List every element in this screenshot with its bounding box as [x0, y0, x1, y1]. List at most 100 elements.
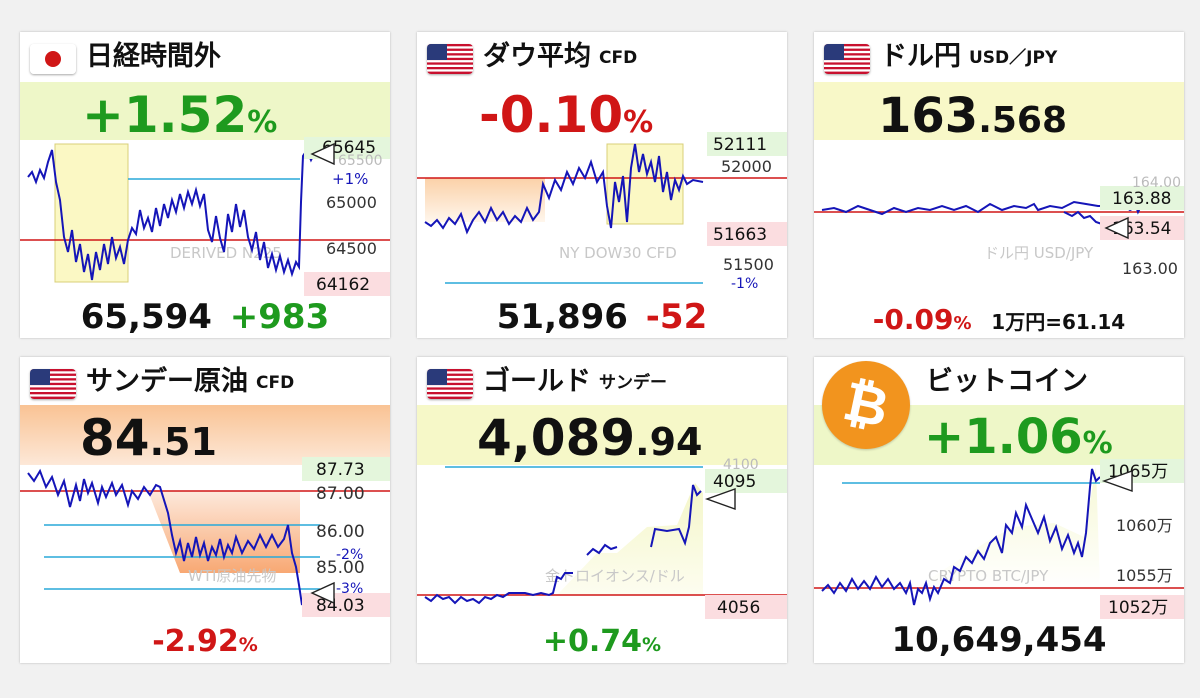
card-btc[interactable]: CRYPTO BTC/JPY 1065万 1060万 1055万 1052万 ₿… — [814, 357, 1184, 663]
usdjpy-watermark: ドル円 USD/JPY — [984, 244, 1094, 262]
oil-price-int: 84 — [80, 409, 150, 467]
gold-title: ゴールド サンデー — [483, 361, 667, 404]
dow-change: -52 — [645, 297, 708, 337]
gold-watermark: 金トロイオンス/ドル — [545, 567, 685, 585]
btc-axis-bottom: 1052万 — [1108, 598, 1168, 618]
dow-title: ダウ平均 CFD — [483, 36, 637, 79]
card-gold[interactable]: 金トロイオンス/ドル 4100 4095 4056 ゴールド サンデー 4,089… — [417, 357, 787, 663]
oil-axis-bottom: 84.03 — [316, 596, 365, 616]
card-oil[interactable]: WTI原油先物 87.73 87.00 86.00 -2% 85.00 -3% … — [20, 357, 390, 663]
us-flag-icon — [824, 44, 870, 74]
dow-axis-bottom-tag — [707, 222, 787, 246]
oil-header: サンデー原油 CFD — [20, 357, 390, 407]
dow-axis-top-tag — [707, 132, 787, 156]
card-dow[interactable]: NY DOW30 CFD 52111 52000 51663 51500 -1%… — [417, 32, 787, 338]
btc-change-pct: +1.06% — [924, 413, 1113, 461]
nikkei-title: 日経時間外 — [86, 41, 221, 72]
usdjpy-value-band — [814, 82, 1184, 140]
dow-chart: NY DOW30 CFD 52111 52000 51663 51500 -1% — [417, 132, 787, 292]
oil-axis-top-tag — [302, 457, 390, 481]
dow-price: 51,896 — [496, 297, 628, 337]
nikkei-change-pct-value: +1.52 — [82, 86, 248, 144]
btc-axis-l1: 1060万 — [1116, 516, 1173, 535]
oil-axis-bottom-tag — [302, 593, 390, 617]
btc-price-line — [821, 468, 1101, 606]
gold-change-pct: +0.74 — [542, 624, 643, 659]
oil-chart: WTI原油先物 87.73 87.00 86.00 -2% 85.00 -3% … — [20, 405, 390, 617]
gold-price-line-mid — [586, 543, 618, 556]
usdjpy-change-pct: -0.09 — [872, 303, 954, 336]
usdjpy-axis-top-tag — [1100, 186, 1184, 210]
gold-axis-bottom: 4056 — [717, 598, 760, 618]
japan-flag-icon — [30, 44, 76, 74]
gold-axis-hidden: 4100 — [723, 457, 759, 473]
btc-footer: 10,649,454 — [814, 623, 1184, 657]
gold-price-line — [424, 572, 573, 605]
card-nikkei[interactable]: DERIVED N225 65500 65645 +1% 65000 64500… — [20, 32, 390, 338]
card-usdjpy[interactable]: ドル円 USD/JPY 164.00 163.88 163.54 163.00 … — [814, 32, 1184, 338]
triangle-marker-icon — [310, 142, 335, 166]
nikkei-price: 65,594 — [80, 297, 212, 337]
gold-title-text: ゴールド — [483, 366, 591, 397]
oil-title: サンデー原油 CFD — [86, 361, 294, 404]
us-flag-icon — [30, 369, 76, 399]
dow-change-pct: -0.10% — [479, 90, 653, 140]
btc-axis-l2: 1055万 — [1116, 566, 1173, 585]
triangle-marker-icon — [1101, 470, 1133, 492]
oil-footer: -2.92% — [20, 627, 390, 657]
nikkei-axis-top: 65645 — [322, 138, 376, 158]
btc-price: 10,649,454 — [891, 620, 1107, 660]
nikkei-axis-bottom: 64162 — [316, 275, 370, 295]
nikkei-footer: 65,594 +983 — [20, 300, 390, 334]
nikkei-change: +983 — [229, 297, 330, 337]
us-flag-icon — [427, 369, 473, 399]
usdjpy-title-text: ドル円 — [880, 41, 961, 72]
dow-value-band — [417, 82, 787, 140]
oil-change-pct: -2.92 — [152, 624, 239, 659]
nikkei-axis-mid: 65000 — [326, 193, 377, 212]
nikkei-pct-mark: +1% — [332, 170, 368, 188]
gold-price-dec: .94 — [635, 420, 703, 464]
dow-range-fill — [425, 178, 545, 222]
dow-session-box — [606, 143, 684, 225]
oil-axis-l1: 87.00 — [316, 484, 365, 504]
dow-axis-top: 52111 — [713, 135, 767, 155]
nikkei-axis-hidden: 65500 — [338, 153, 383, 169]
usdjpy-axis-low: 163.00 — [1122, 259, 1178, 278]
us-flag-icon — [427, 44, 473, 74]
dow-subtitle: CFD — [599, 48, 638, 68]
btc-change-pct-value: +1.06 — [924, 409, 1083, 465]
gold-axis-top: 4095 — [713, 472, 756, 492]
gold-axis-top-tag — [705, 469, 787, 493]
oil-axis-l2: 86.00 — [316, 522, 365, 542]
gold-chart: 金トロイオンス/ドル 4100 4095 4056 — [417, 457, 787, 619]
gold-axis-bottom-tag — [705, 595, 787, 619]
bitcoin-icon: ₿ — [822, 361, 910, 449]
btc-watermark: CRYPTO BTC/JPY — [928, 567, 1049, 585]
usdjpy-header: ドル円 USD／JPY — [814, 32, 1184, 82]
oil-subtitle: CFD — [256, 373, 295, 393]
nikkei-header: 日経時間外 — [20, 32, 390, 82]
nikkei-session-box — [54, 143, 129, 283]
dow-pct-sign: % — [623, 105, 654, 140]
nikkei-pct-sign: % — [247, 105, 278, 140]
dow-pct-mark: -1% — [731, 276, 758, 292]
dow-axis-low: 51500 — [723, 255, 774, 274]
gold-value-band — [417, 405, 787, 465]
gold-price-int: 4,089 — [477, 409, 636, 467]
gold-price-line-late — [650, 484, 702, 548]
oil-axis-top: 87.73 — [316, 460, 365, 480]
gold-pct-sign: % — [642, 634, 662, 656]
oil-pct2: -3% — [336, 581, 363, 597]
nikkei-watermark: DERIVED N225 — [170, 244, 282, 262]
usdjpy-subtitle: USD／JPY — [969, 48, 1058, 68]
usdjpy-price: 163.568 — [878, 92, 1067, 140]
gold-price: 4,089.94 — [477, 413, 702, 463]
oil-title-text: サンデー原油 — [86, 366, 248, 397]
nikkei-value-band — [20, 82, 390, 140]
dow-header: ダウ平均 CFD — [417, 32, 787, 82]
btc-axis-bottom-tag — [1100, 595, 1184, 619]
btc-pct-sign: % — [1082, 426, 1113, 461]
dow-axis-upper: 52000 — [721, 157, 772, 176]
usdjpy-note: 1万円=61.14 — [991, 310, 1126, 334]
